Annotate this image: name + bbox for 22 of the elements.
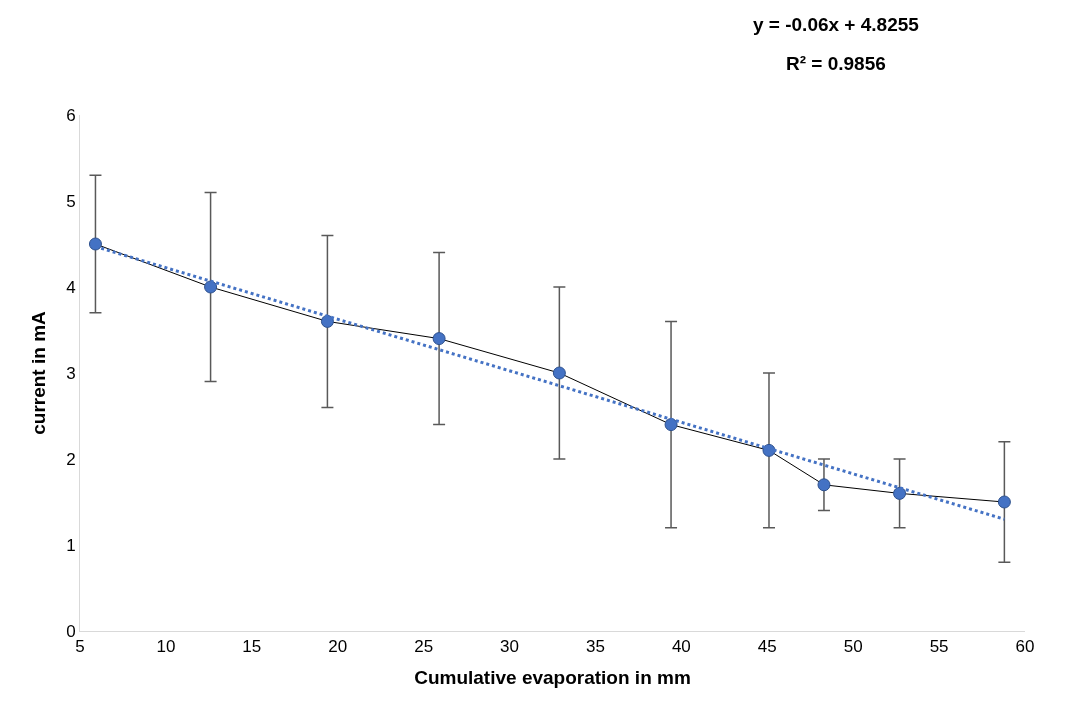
y-axis-title: current in mA: [27, 310, 49, 435]
x-tick-label: 10: [156, 637, 176, 657]
x-tick-label: 25: [414, 637, 434, 657]
y-tick-label: 2: [66, 449, 76, 469]
x-tick-label: 45: [757, 637, 777, 657]
y-tick-label: 1: [66, 535, 76, 555]
x-tick-label: 15: [242, 637, 262, 657]
text: R² = 0.9856: [786, 53, 886, 74]
text: y = -0.06x + 4.8255: [753, 14, 920, 35]
x-tick-label: 35: [585, 637, 605, 657]
y-tick-label: 3: [66, 363, 76, 383]
y-tick-label: 5: [66, 191, 76, 211]
x-tick-label: 40: [671, 637, 691, 657]
x-tick-label: 55: [929, 637, 949, 657]
y-tick-label: 0: [66, 621, 76, 641]
x-tick-label: 30: [500, 637, 520, 657]
x-tick-label: 60: [1015, 637, 1035, 657]
x-tick-label: 20: [328, 637, 348, 657]
y-tick-label: 6: [66, 105, 76, 125]
x-tick-label: 50: [843, 637, 863, 657]
y-tick-label: 4: [66, 277, 76, 297]
x-axis-title: Cumulative evaporation in mm: [414, 667, 691, 689]
